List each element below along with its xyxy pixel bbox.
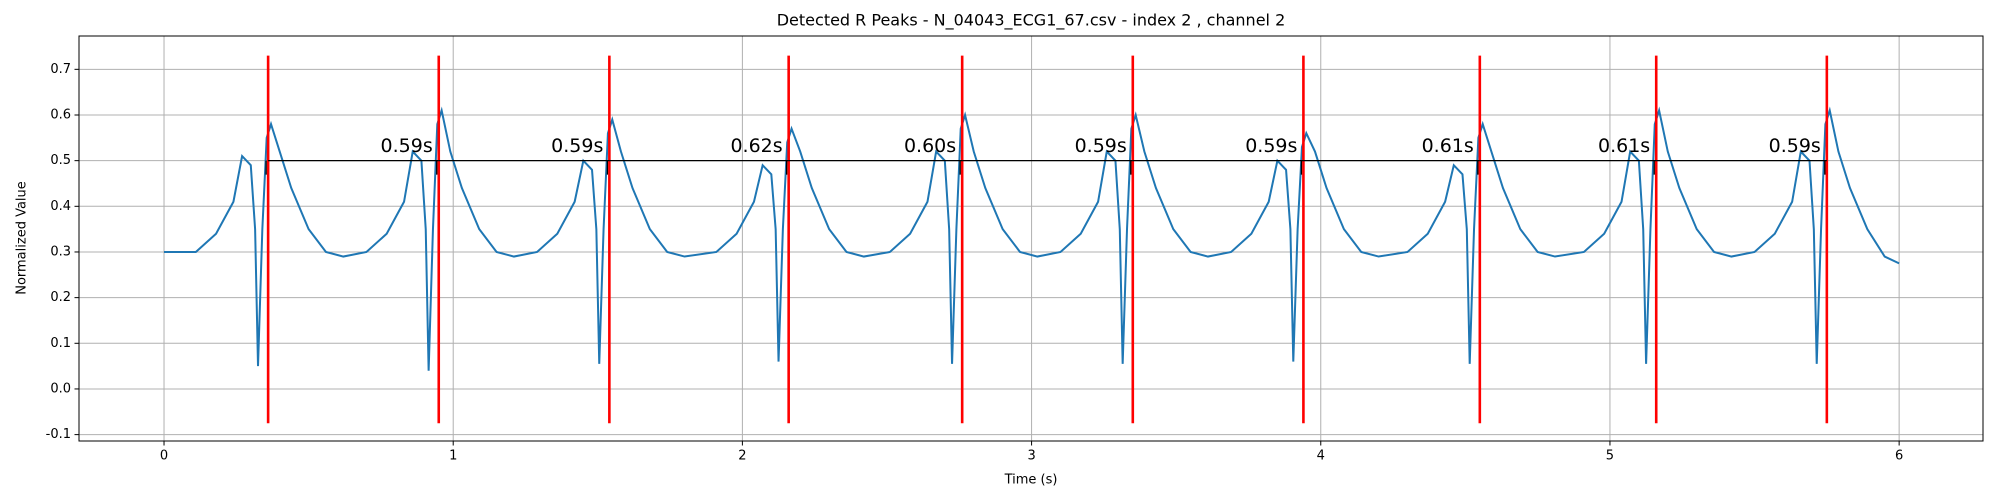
x-tick-label: 0 xyxy=(160,449,168,464)
interval-label: 0.62s xyxy=(730,135,782,157)
plot-frame xyxy=(78,35,1984,442)
x-tick-label: 4 xyxy=(1317,449,1325,464)
interval-label: 0.61s xyxy=(1422,135,1474,157)
y-tick-label: 0.3 xyxy=(50,244,71,259)
y-tick-label: 0.1 xyxy=(50,336,71,351)
x-tick-label: 2 xyxy=(738,449,746,464)
y-tick-label: 0.4 xyxy=(50,199,71,214)
y-tick-label: -0.1 xyxy=(46,427,71,442)
interval-label: 0.59s xyxy=(1769,135,1821,157)
x-tick-label: 3 xyxy=(1027,449,1035,464)
x-tick-label: 1 xyxy=(449,449,457,464)
interval-label: 0.59s xyxy=(1075,135,1127,157)
x-axis-label: Time (s) xyxy=(1004,473,1058,488)
chart-title: Detected R Peaks - N_04043_ECG1_67.csv -… xyxy=(777,11,1286,31)
interval-label: 0.59s xyxy=(551,135,603,157)
y-axis-label: Normalized Value xyxy=(15,181,30,295)
y-tick-label: 0.5 xyxy=(50,153,71,168)
interval-label: 0.59s xyxy=(381,135,433,157)
y-tick-label: 0.7 xyxy=(50,62,71,77)
x-tick-label: 5 xyxy=(1606,449,1614,464)
x-tick-label: 6 xyxy=(1895,449,1903,464)
y-tick-label: 0.0 xyxy=(50,381,71,396)
interval-label: 0.60s xyxy=(904,135,956,157)
y-tick-label: 0.6 xyxy=(50,107,71,122)
interval-label: 0.59s xyxy=(1245,135,1297,157)
y-tick-label: 0.2 xyxy=(50,290,71,305)
interval-label: 0.61s xyxy=(1598,135,1650,157)
